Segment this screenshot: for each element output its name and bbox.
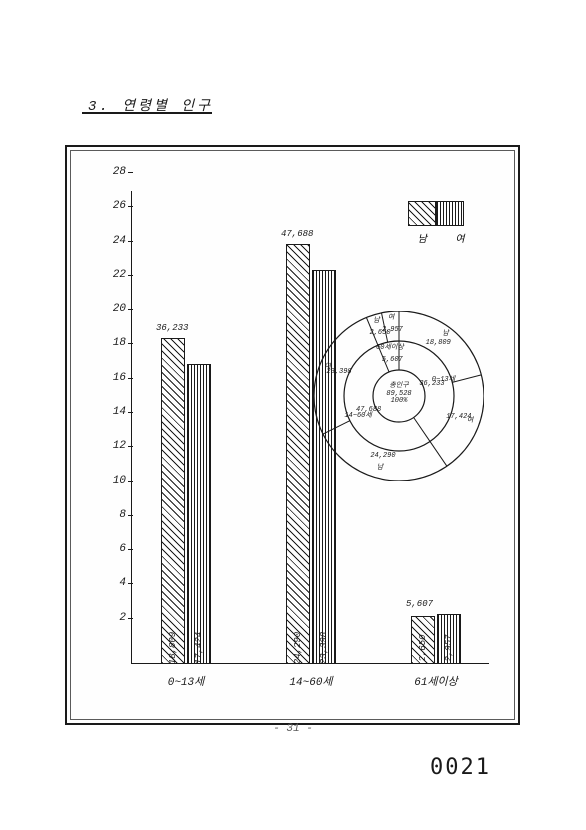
- x-label: 0~13세: [156, 673, 216, 689]
- chart-frame: 남 여 24681012141618202224262836,23318,809…: [65, 145, 520, 725]
- bar-female-value: 2,957: [444, 634, 454, 661]
- bar-total-label: 5,607: [406, 599, 433, 609]
- y-tick: 26: [101, 200, 126, 212]
- bar-male: 24,290: [286, 244, 310, 664]
- y-tick: 4: [101, 577, 126, 589]
- x-label: 61세이상: [406, 673, 466, 689]
- page-number: - 31 -: [273, 723, 313, 735]
- y-tick: 8: [101, 509, 126, 521]
- y-tick: 28: [101, 166, 126, 178]
- pie-female-value: 17,424: [441, 414, 477, 422]
- y-tick: 12: [101, 440, 126, 452]
- y-tick: 18: [101, 337, 126, 349]
- title-underline: [82, 112, 212, 114]
- pie-female-label: 여: [373, 315, 409, 323]
- y-tick: 20: [101, 303, 126, 315]
- pie-female-value: 23,398: [321, 369, 357, 377]
- pie-group-label: 60세이상: [372, 345, 408, 353]
- bar-male: 2,650: [411, 616, 435, 664]
- y-axis: [131, 191, 132, 664]
- x-label: 14~60세: [281, 673, 341, 689]
- y-tick: 14: [101, 406, 126, 418]
- bar-total-label: 47,688: [281, 229, 313, 239]
- y-tick: 6: [101, 543, 126, 555]
- bar-total-label: 36,233: [156, 323, 188, 333]
- pie-female-value: 2,957: [374, 327, 410, 335]
- bar-male-value: 2,650: [418, 634, 428, 661]
- bar-female: 2,957: [437, 614, 461, 664]
- pie-male-label: 남: [362, 465, 398, 473]
- bar-female: 17,424: [187, 364, 211, 664]
- y-tick: 22: [101, 269, 126, 281]
- stamp-number: 0021: [430, 755, 491, 780]
- pie-center: 총인구89,528100%: [377, 383, 421, 406]
- pie-male-value: 18,809: [420, 340, 456, 348]
- pie-male-value: 24,290: [365, 453, 401, 461]
- y-tick: 10: [101, 475, 126, 487]
- y-tick: 16: [101, 372, 126, 384]
- inner-frame: 남 여 24681012141618202224262836,23318,809…: [70, 150, 515, 720]
- pie-male-label: 남: [428, 331, 464, 339]
- y-tick: 24: [101, 235, 126, 247]
- bar-male-value: 18,809: [168, 632, 178, 664]
- pie-chart: 0~13세36,233남18,809여17,42414~60세47,688남24…: [314, 311, 484, 481]
- pie-group-total: 5,607: [374, 357, 410, 365]
- bar-male: 18,809: [161, 338, 185, 664]
- bar-male-value: 24,290: [293, 632, 303, 664]
- bar-female-value: 17,424: [194, 632, 204, 664]
- y-tick: 2: [101, 612, 126, 624]
- pie-group-total: 47,688: [351, 407, 387, 415]
- bar-female-value: 23,398: [319, 632, 329, 664]
